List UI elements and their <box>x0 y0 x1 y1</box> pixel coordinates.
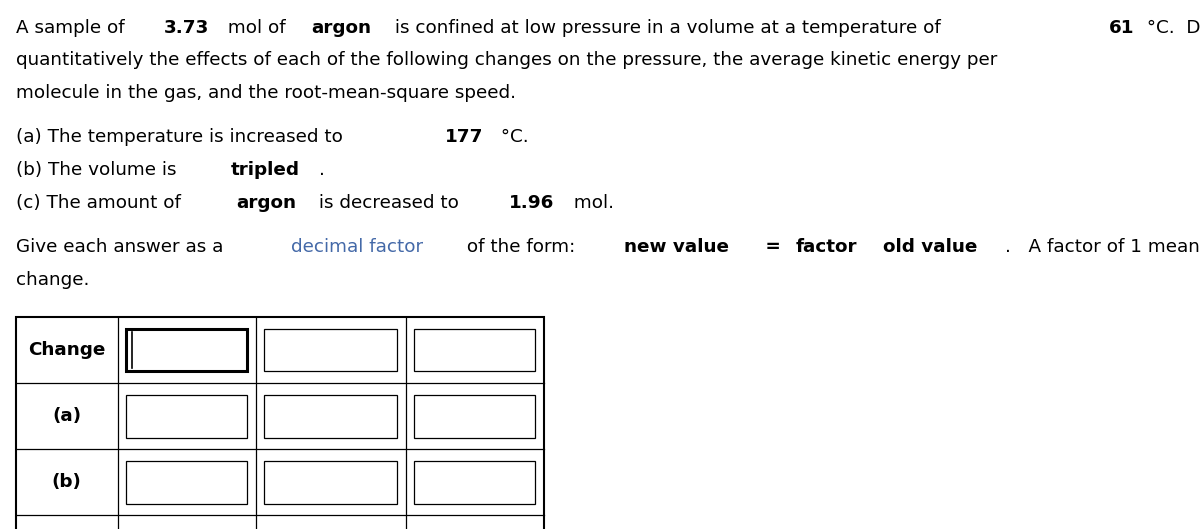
Text: 1.96: 1.96 <box>509 194 554 212</box>
Text: is decreased to: is decreased to <box>313 194 466 212</box>
Bar <box>16 317 544 529</box>
Text: (c) The amount of: (c) The amount of <box>16 194 186 212</box>
Text: quantitatively the effects of each of the following changes on the pressure, the: quantitatively the effects of each of th… <box>16 51 997 69</box>
Bar <box>126 461 247 504</box>
Text: A sample of: A sample of <box>16 19 130 37</box>
Text: mol of: mol of <box>222 19 292 37</box>
Bar <box>414 329 535 371</box>
Text: 61: 61 <box>1109 19 1134 37</box>
Bar <box>126 329 247 371</box>
Text: change.: change. <box>16 271 89 289</box>
Text: molecule in the gas, and the root-mean-square speed.: molecule in the gas, and the root-mean-s… <box>16 84 516 102</box>
Text: argon: argon <box>236 194 296 212</box>
Text: of the form:: of the form: <box>461 238 587 256</box>
Text: °C.: °C. <box>494 129 528 147</box>
Text: Change: Change <box>28 341 106 359</box>
Text: mol.: mol. <box>568 194 613 212</box>
Text: (a): (a) <box>52 407 82 425</box>
Text: =: = <box>760 238 787 256</box>
Text: (b): (b) <box>52 473 82 491</box>
Text: P: P <box>180 341 193 359</box>
Text: (b) The volume is: (b) The volume is <box>16 161 182 179</box>
Text: factor: factor <box>796 238 857 256</box>
Text: °C.  Describe: °C. Describe <box>1141 19 1200 37</box>
Text: old value: old value <box>883 238 978 256</box>
Text: argon: argon <box>312 19 372 37</box>
Text: Give each answer as a: Give each answer as a <box>16 238 229 256</box>
Bar <box>264 461 397 504</box>
Text: new value: new value <box>624 238 728 256</box>
Bar <box>264 395 397 437</box>
Text: tripled: tripled <box>230 161 299 179</box>
Text: (a) The temperature is increased to: (a) The temperature is increased to <box>16 129 348 147</box>
Text: .   A factor of 1 means no: . A factor of 1 means no <box>1006 238 1200 256</box>
Text: .: . <box>319 161 325 179</box>
Text: KE$_{\mathregular{avg}}$: KE$_{\mathregular{avg}}$ <box>304 339 358 362</box>
Text: 177: 177 <box>445 129 484 147</box>
Bar <box>414 461 535 504</box>
Text: $\mathit{u}_{\mathregular{rms}}$: $\mathit{u}_{\mathregular{rms}}$ <box>455 341 494 359</box>
Bar <box>414 395 535 437</box>
Text: 3.73: 3.73 <box>163 19 209 37</box>
Bar <box>126 395 247 437</box>
Bar <box>264 329 397 371</box>
Text: decimal factor: decimal factor <box>290 238 422 256</box>
Text: is confined at low pressure in a volume at a temperature of: is confined at low pressure in a volume … <box>389 19 947 37</box>
